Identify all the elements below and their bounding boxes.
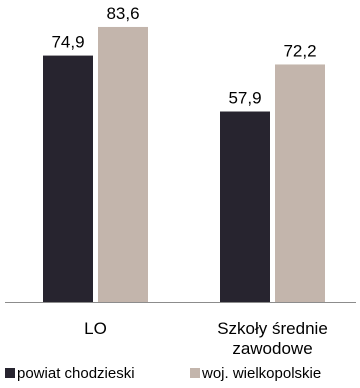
data-label-2-1: 83,6	[106, 4, 139, 23]
bar-2-2	[275, 64, 325, 302]
x-tick-label-2-1: Szkoły średnie	[217, 319, 328, 338]
bar-1-2	[220, 111, 270, 302]
x-tick-label-2-2: zawodowe	[232, 339, 312, 358]
legend-swatch-1	[5, 368, 15, 378]
data-label-2-2: 72,2	[283, 41, 316, 60]
data-label-1-2: 57,9	[228, 89, 261, 108]
legend-swatch-2	[190, 368, 200, 378]
bar-1-1	[43, 55, 93, 303]
legend-label-2: woj. wielkopolskie	[201, 365, 321, 382]
data-label-1-1: 74,9	[51, 33, 84, 52]
bar-2-1	[98, 26, 148, 303]
x-tick-label-1-1: LO	[84, 319, 107, 338]
legend-label-1: powiat chodzieski	[17, 365, 135, 382]
